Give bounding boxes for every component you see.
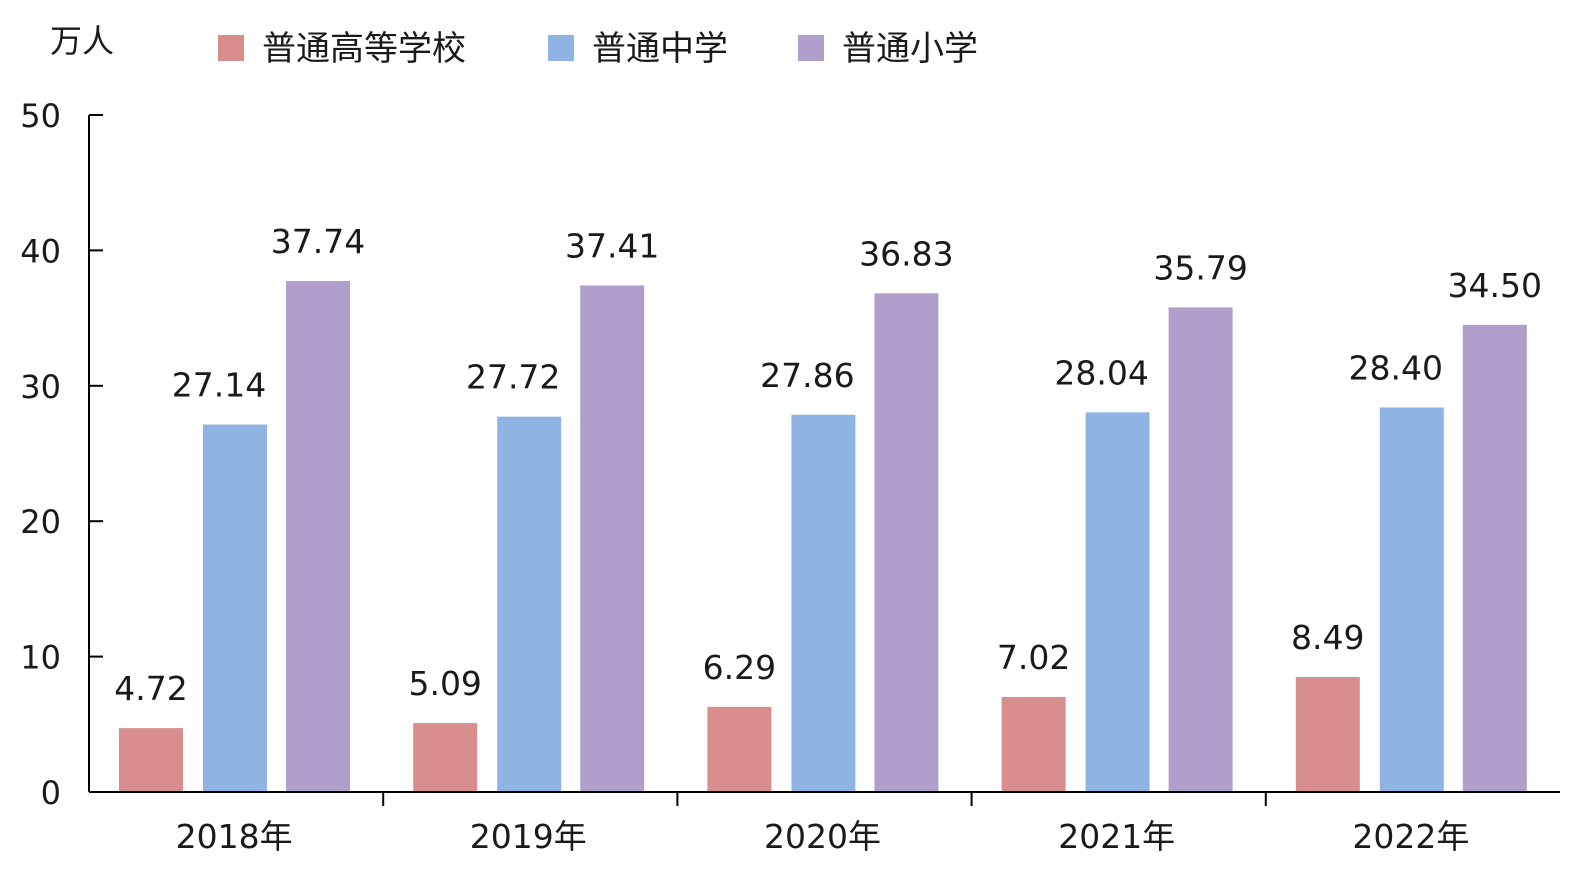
data-label-primary-school: 37.41 xyxy=(565,226,659,265)
bar-primary-school xyxy=(874,293,939,791)
legend-swatch-higher-education xyxy=(218,35,244,61)
bar-higher-education xyxy=(707,706,772,791)
y-tick-label: 30 xyxy=(20,368,61,406)
x-tick-label: 2018年 xyxy=(176,817,293,856)
data-label-primary-school: 35.79 xyxy=(1153,248,1247,287)
data-label-middle-school: 28.04 xyxy=(1054,353,1148,392)
y-tick-label: 10 xyxy=(20,639,61,677)
y-tick-label: 40 xyxy=(20,232,61,270)
legend: 普通高等学校 普通中学 普通小学 xyxy=(218,29,978,69)
data-label-primary-school: 37.74 xyxy=(271,222,365,261)
data-label-higher-education: 8.49 xyxy=(1291,618,1364,657)
x-tick-label: 2019年 xyxy=(470,817,587,856)
legend-label-primary-school: 普通小学 xyxy=(842,29,978,69)
legend-swatch-middle-school xyxy=(548,35,574,61)
data-label-middle-school: 28.40 xyxy=(1349,348,1443,387)
bar-middle-school xyxy=(791,414,856,791)
bar-primary-school xyxy=(286,281,350,791)
x-axis-ticks: 2018年 2019年 2020年 2021年 2022年 xyxy=(176,792,1469,856)
data-label-higher-education: 6.29 xyxy=(703,648,776,687)
x-tick-label: 2021年 xyxy=(1058,817,1175,856)
bar-higher-education xyxy=(1001,696,1066,791)
legend-label-higher-education: 普通高等学校 xyxy=(262,29,466,69)
x-tick-label: 2020年 xyxy=(764,817,881,856)
data-label-higher-education: 7.02 xyxy=(997,638,1070,677)
data-label-primary-school: 34.50 xyxy=(1448,266,1542,305)
bar-primary-school xyxy=(580,285,645,791)
bar-higher-education xyxy=(119,728,183,791)
data-label-middle-school: 27.72 xyxy=(466,358,560,397)
bar-higher-education xyxy=(413,723,478,791)
data-label-higher-education: 4.72 xyxy=(114,669,187,708)
y-axis-unit-label: 万人 xyxy=(50,22,114,60)
legend-label-middle-school: 普通中学 xyxy=(592,29,728,69)
y-tick-label: 50 xyxy=(20,97,61,135)
data-label-primary-school: 36.83 xyxy=(859,234,953,273)
data-label-higher-education: 5.09 xyxy=(408,664,481,703)
bar-higher-education xyxy=(1295,677,1360,791)
data-label-middle-school: 27.14 xyxy=(172,366,266,405)
bar-middle-school xyxy=(203,424,267,791)
y-tick-label: 0 xyxy=(41,774,61,812)
legend-swatch-primary-school xyxy=(798,35,824,61)
bar-middle-school xyxy=(497,416,562,791)
bar-primary-school xyxy=(1168,307,1233,791)
bar-middle-school xyxy=(1085,412,1150,791)
y-tick-label: 20 xyxy=(20,503,61,541)
data-labels: 4.72 5.09 6.29 7.02 8.49 27.14 27.72 27.86 28.04… xyxy=(114,222,1542,708)
bar-primary-school xyxy=(1462,324,1527,791)
bars xyxy=(119,281,1527,791)
y-axis-ticks: 0 10 20 30 40 50 xyxy=(20,97,103,812)
x-tick-label: 2022年 xyxy=(1352,817,1469,856)
bar-middle-school xyxy=(1379,407,1444,791)
data-label-middle-school: 27.86 xyxy=(760,356,854,395)
